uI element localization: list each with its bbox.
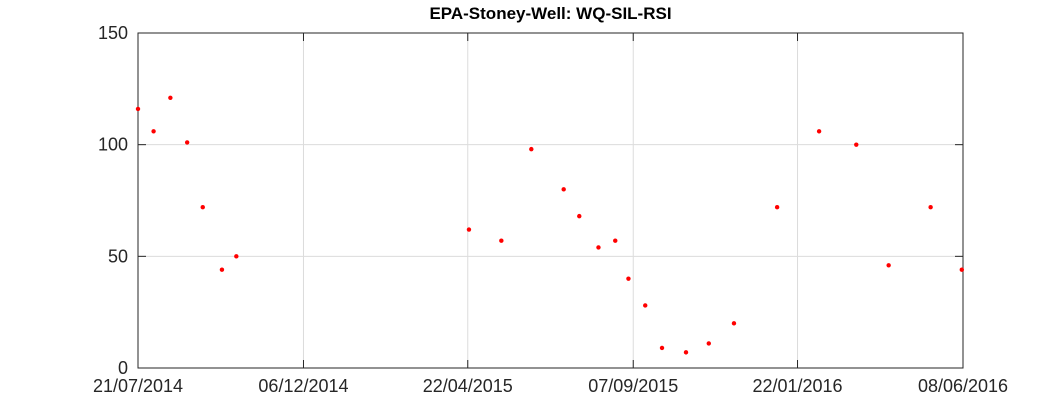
data-point [643, 303, 648, 308]
data-point [234, 254, 239, 259]
x-tick-label: 07/09/2015 [588, 376, 678, 396]
data-point [219, 267, 225, 272]
data-point [959, 267, 965, 272]
data-point [886, 263, 891, 268]
data-point [200, 205, 205, 210]
y-tick-label: 50 [108, 246, 128, 266]
axis-ticks [137, 32, 964, 369]
data-point [135, 106, 141, 112]
data-point [731, 321, 737, 326]
data-point [466, 227, 472, 232]
data-point [529, 146, 534, 152]
data-point [683, 350, 689, 355]
data-point [596, 245, 601, 250]
data-point [168, 95, 173, 100]
data-point [613, 238, 618, 243]
chart-title: EPA-Stoney-Well: WQ-SIL-RSI [429, 4, 672, 23]
x-tick-label: 21/07/2014 [93, 376, 183, 396]
x-tick-label: 22/01/2016 [752, 376, 842, 396]
data-points [135, 95, 965, 355]
x-tick-label: 08/06/2016 [918, 376, 1008, 396]
data-point [561, 187, 566, 192]
y-tick-label: 150 [98, 23, 128, 43]
data-point [626, 276, 631, 281]
data-point [928, 205, 933, 210]
data-point [184, 140, 190, 145]
data-point [151, 129, 156, 134]
x-tick-label: 22/04/2015 [423, 376, 513, 396]
data-point [854, 142, 859, 147]
data-point [816, 129, 822, 134]
data-point [577, 213, 582, 219]
y-tick-label: 100 [98, 135, 128, 155]
plot-frame [137, 32, 964, 369]
data-point [499, 238, 504, 243]
data-point [659, 345, 665, 351]
x-tick-label: 06/12/2014 [258, 376, 348, 396]
tick-labels: 21/07/2014 06/12/2014 22/04/2015 07/09/2015… [93, 23, 1008, 396]
data-point [706, 341, 711, 346]
data-point [774, 205, 780, 210]
plot-area [138, 33, 963, 368]
y-tick-label: 0 [118, 358, 128, 378]
